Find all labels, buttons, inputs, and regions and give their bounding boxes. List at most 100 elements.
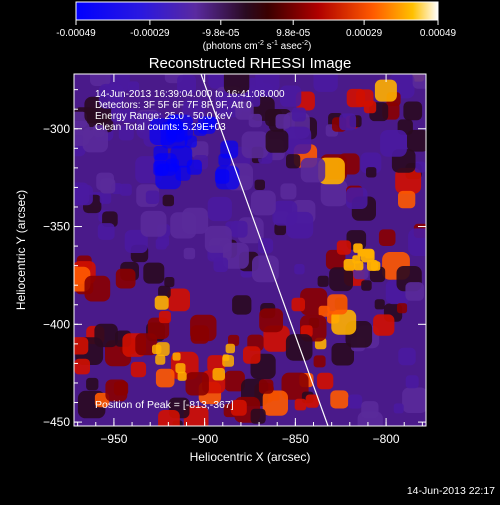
emission-patch [213,257,228,272]
emission-patch [100,178,116,194]
emission-patch [398,347,416,366]
emission-patch [398,190,416,209]
emission-patch [155,238,167,250]
emission-patch [185,372,209,396]
emission-patch [360,248,375,263]
emission-patch [402,387,426,413]
emission-patch [250,408,266,424]
emission-patch [212,368,225,381]
emission-patch [99,192,112,204]
emission-patch [330,390,349,409]
colorbar-tick-label: 9.8e-05 [276,28,310,39]
emission-patch [374,299,385,310]
emission-patch [291,107,306,122]
emission-patch [127,81,140,93]
plot-frame [73,73,427,427]
emission-patch [348,394,363,409]
emission-patch [316,372,334,390]
emission-patch [162,194,174,207]
emission-patch [166,158,179,172]
emission-patch [336,240,352,255]
x-tick-label: −850 [282,432,309,446]
emission-patch [177,74,196,94]
emission-patch [275,114,291,129]
x-tick-label: −800 [373,432,400,446]
emission-patch [274,223,286,236]
emission-patch [258,238,274,254]
emission-patch [158,311,171,324]
emission-patch [374,79,397,102]
emission-patch [331,309,357,335]
emission-patch [360,152,382,174]
emission-patch [207,196,232,222]
annotation-line: 14-Jun-2013 16:39:04.000 to 16:41:08.000 [95,89,285,100]
y-tick-label: −300 [43,122,70,136]
emission-patch [228,334,240,347]
emission-patch [232,295,252,315]
emission-patch [414,161,426,173]
emission-patch [115,268,136,289]
emission-patch [318,305,330,317]
emission-patch [243,346,261,364]
emission-patch [283,126,312,154]
emission-patch [405,282,424,301]
footer-timestamp: 14-Jun-2013 22:17 [407,485,495,497]
emission-patch [177,371,187,381]
emission-patch [250,190,276,216]
emission-patch [155,368,175,388]
x-axis-label: Heliocentric X (arcsec) [190,450,311,464]
emission-patch [373,314,395,336]
emission-patch [254,179,265,190]
emission-patch [223,74,250,94]
emission-patch [170,212,197,239]
colorbar: -0.00049 -0.00029 -9.8e-05 9.8e-05 0.00029 0.… [56,1,457,52]
emission-patch [329,267,353,292]
emission-patch [118,125,134,141]
emission-patch [280,85,302,107]
emission-patch [224,370,245,392]
emission-patch [149,118,177,145]
emission-patch [317,275,329,287]
emission-patch [145,190,160,204]
info-annotations: 14-Jun-2013 16:39:04.000 to 16:41:08.000… [95,89,285,133]
emission-patch [140,210,167,237]
colorbar-tick-label: -9.8e-05 [202,28,240,39]
emission-patch [291,297,305,312]
emission-patch [155,342,170,356]
image-heatmap [74,74,426,426]
emission-patch [124,229,148,253]
chart-title: Reconstructed RHESSI Image [149,55,352,72]
emission-patch [97,223,115,240]
emission-patch [230,220,248,238]
emission-patch [84,275,111,302]
emission-patch [172,352,181,361]
emission-patch [193,123,207,136]
y-tick-label: −350 [43,220,70,234]
emission-patch [397,303,408,314]
emission-patch [339,113,357,131]
emission-patch [327,294,348,315]
emission-patch [86,377,99,391]
emission-patch [155,354,166,365]
emission-patch [353,243,363,253]
emission-patch [143,262,165,284]
emission-patch [184,135,197,148]
emission-patch [230,399,247,416]
emission-patch [408,228,426,256]
image-emission [74,74,426,426]
emission-patch [262,390,288,416]
emission-patch [94,323,118,348]
emission-patch [313,355,326,368]
emission-patch [281,372,309,400]
emission-patch [366,167,377,178]
emission-patch [259,308,283,333]
emission-patch [175,363,186,374]
emission-patch [74,182,90,205]
annotation-line: Energy Range: 25.0 - 50.0 keV [95,111,233,122]
colorbar-tick-label: -0.00049 [56,28,96,39]
emission-patch [367,259,378,271]
emission-patch [90,74,111,86]
emission-patch [361,401,379,419]
solar-limb-line [200,74,329,426]
